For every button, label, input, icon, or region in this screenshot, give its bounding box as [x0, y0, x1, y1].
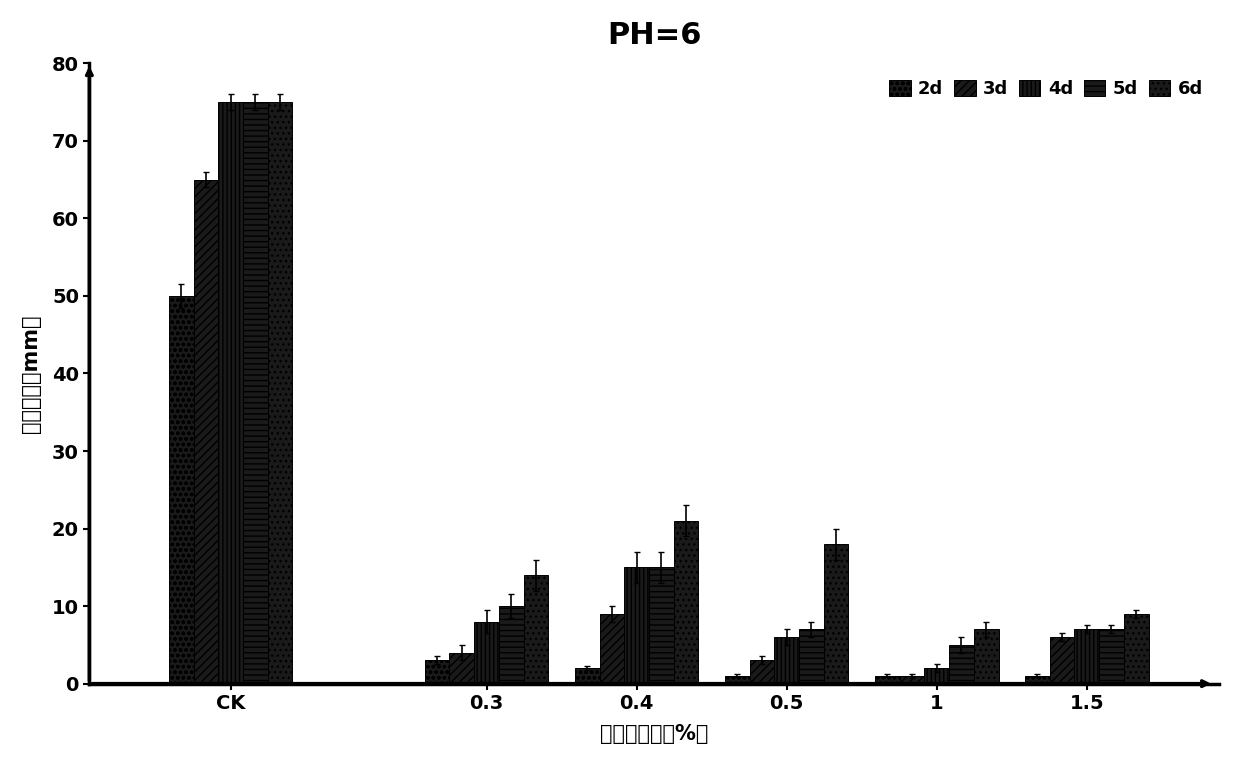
Bar [169, 296, 193, 684]
Bar [624, 568, 649, 684]
Bar [973, 630, 998, 684]
Bar [750, 660, 774, 684]
Bar [1025, 676, 1050, 684]
Bar [1050, 637, 1074, 684]
Bar [1074, 630, 1099, 684]
Bar [1099, 630, 1123, 684]
Bar [673, 521, 698, 684]
Bar [774, 637, 799, 684]
Bar [725, 676, 750, 684]
Legend: 2d, 3d, 4d, 5d, 6d: 2d, 3d, 4d, 5d, 6d [882, 73, 1210, 105]
Bar [425, 660, 449, 684]
Bar [523, 575, 548, 684]
Title: PH=6: PH=6 [608, 21, 702, 50]
Bar [193, 180, 218, 684]
Bar [649, 568, 673, 684]
X-axis label: 丙酸钙浓度（%）: 丙酸钙浓度（%） [600, 724, 708, 744]
Bar [1123, 614, 1148, 684]
Bar [575, 668, 599, 684]
Bar [599, 614, 624, 684]
Bar [949, 645, 973, 684]
Bar [268, 102, 293, 684]
Bar [474, 622, 498, 684]
Bar [799, 630, 823, 684]
Bar [218, 102, 243, 684]
Bar [875, 676, 900, 684]
Bar [243, 102, 268, 684]
Bar [449, 653, 474, 684]
Bar [823, 544, 848, 684]
Y-axis label: 菌落直径（mm）: 菌落直径（mm） [21, 314, 41, 433]
Bar [498, 606, 523, 684]
Bar [900, 676, 924, 684]
Bar [924, 668, 949, 684]
